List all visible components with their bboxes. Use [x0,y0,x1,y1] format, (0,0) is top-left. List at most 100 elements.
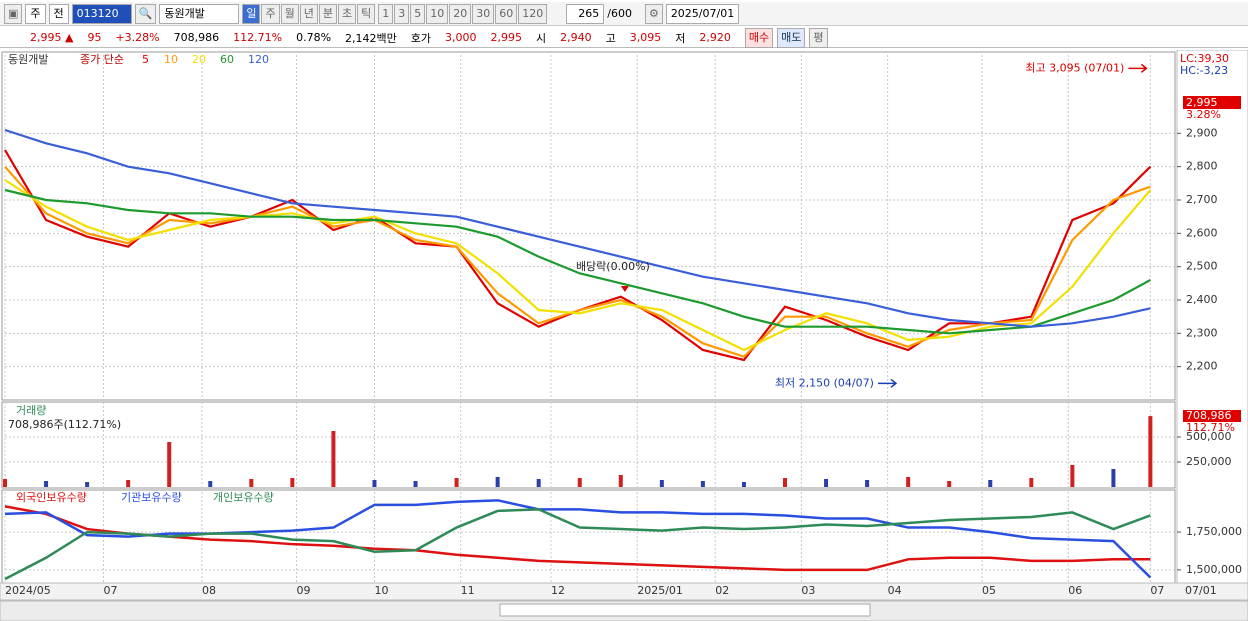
y-tick-label: 2,900 [1186,126,1218,139]
buy-button[interactable]: 매수 [744,27,774,48]
series-line [4,128,1151,328]
code-type[interactable]: 주 [25,3,46,24]
legend-entry: 120 [248,53,269,66]
sell-button[interactable]: 매도 [777,27,806,48]
x-tick-label: 03 [801,584,815,597]
period-button[interactable]: 분 [318,3,337,24]
volume-bar [783,478,787,487]
volume-bar [44,481,49,487]
annotation: 최고 3,095 (07/01) [1025,61,1124,74]
high-label: 고 [605,31,616,45]
period-button[interactable]: 초 [337,3,357,24]
volume-tag-label: 708,986 [1186,409,1232,422]
lc-label: LC:39,30 [1180,52,1229,65]
x-tick-label: 2024/05 [5,584,51,597]
turnover: 0.78% [296,31,332,44]
quote-bar: 2,995 ▲ 95 +3.28% 708,986 112.71% 0.78% … [0,27,1248,48]
price-tag-pct: 3.28% [1186,108,1221,121]
annotation: 배당락(0.00%) [576,260,650,273]
interval-button[interactable]: 20 [449,3,472,24]
volume: 708,986 [173,31,220,44]
y-tick-label: 2,600 [1186,226,1218,239]
y-tick-label: 500,000 [1186,430,1232,443]
period-button[interactable]: 일 [242,3,261,24]
interval-button[interactable]: 10 [426,3,449,24]
volume-bar [865,480,870,487]
volume-bar [167,442,172,487]
avg-button[interactable]: 평 [809,27,828,48]
legend-entry: 20 [192,53,206,66]
series-line [4,188,1151,335]
icon[interactable]: ▣ [4,3,23,24]
period-button[interactable]: 틱 [357,3,376,24]
volume-bar [331,431,336,487]
volume-bar [85,482,90,487]
series-line [4,179,1152,352]
interval-button[interactable]: 30 [472,3,495,24]
interval-button[interactable]: 60 [495,3,518,24]
volume-bar [249,479,254,487]
x-axis [0,582,1248,601]
volume-bar [824,479,829,487]
y-tick-label: 2,400 [1186,293,1218,306]
x-tick-label: 02 [715,584,729,597]
count[interactable]: 265 [566,3,605,24]
volume-bar [413,481,418,487]
annotation: 최저 2,150 (04/07) [775,376,874,389]
high: 3,095 [629,31,662,44]
interval-button[interactable]: 1 [378,3,394,24]
search[interactable]: 🔍 [134,3,157,24]
period-button[interactable]: 주 [261,3,280,24]
legend-entry: 외국인보유수량 [16,491,87,504]
low: 2,920 [699,31,731,44]
volume-bar [3,479,7,487]
stock-name: 동원개발 [159,3,240,24]
volume-bar [618,475,623,487]
x-tick-label: 05 [982,584,996,597]
volume-bar [495,477,500,487]
interval-button[interactable]: 3 [394,3,410,24]
interval-button[interactable]: 5 [410,3,426,24]
x-tick-label: 09 [296,584,310,597]
legend-entry: 10 [164,53,178,66]
period-button[interactable]: 월 [280,3,299,24]
volume-bar [906,477,911,487]
x-tick-label: 11 [461,584,475,597]
x-tick-label: 12 [551,584,565,597]
legend-entry: 종가 단순 [80,53,124,66]
amount: 2,142백만 [345,31,397,45]
x-tick-label: 07 [1150,584,1164,597]
series-line [4,508,1151,581]
change-pct: +3.28% [115,31,160,44]
code-input[interactable]: 013120 [71,3,132,24]
ask-label: 호가 [410,31,432,45]
x-tick-label: 07 [104,584,118,597]
date[interactable]: 2025/07/01 [665,3,740,24]
volume-bar [536,479,541,487]
volume-bar [577,478,582,487]
series-line [4,499,1152,579]
legend-entry: 동원개발 [8,53,48,66]
hc-label: HC:-3,23 [1180,64,1228,77]
chart: 2,200 2,300 2,400 2,500 2,600 2,700 2,800 2,900… [0,50,1248,621]
volume-pct: 112.71% [233,31,283,44]
price-tag [1183,96,1241,109]
volume-bar [741,482,746,487]
x-tick-label: 06 [1068,584,1082,597]
annotation-marker [877,378,898,388]
ask: 3,000 [445,31,477,44]
prev[interactable]: 전 [48,3,69,24]
x-tick-label: 04 [888,584,902,597]
cursor-date: 07/01 [1185,584,1217,597]
tool[interactable]: ⚙ [644,3,663,24]
panel-title: 거래량 [16,404,46,417]
axis-area [1176,50,1248,584]
price-tag-label: 2,995 [1186,96,1218,109]
open: 2,940 [560,31,592,44]
scroll-thumb[interactable] [499,603,871,617]
period-button[interactable]: 년 [299,3,318,24]
interval-button[interactable]: 120 [518,3,548,24]
